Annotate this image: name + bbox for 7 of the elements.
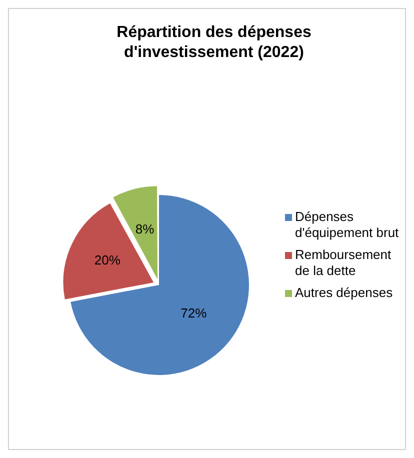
legend-label: Autres dépenses [295,285,393,301]
chart-title: Répartition des dépenses d'investissement (2022) [116,23,312,63]
data-label: 8% [135,221,155,236]
legend-label: Dépenses d'équipement brut [295,209,400,241]
legend-label: Remboursement de la dette [295,247,392,279]
data-label: 20% [94,252,121,268]
data-label: 72% [180,305,208,320]
